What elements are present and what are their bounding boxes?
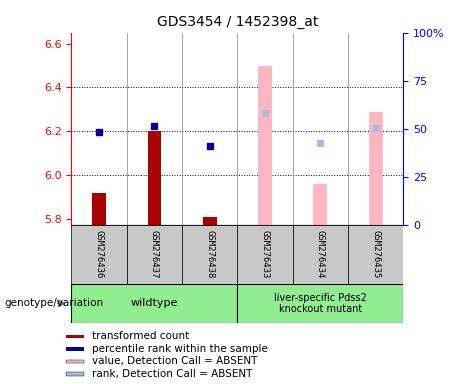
- Text: GSM276436: GSM276436: [95, 230, 104, 278]
- Text: wildtype: wildtype: [131, 298, 178, 308]
- Bar: [293, 225, 348, 284]
- Bar: [127, 225, 182, 284]
- Text: GSM276433: GSM276433: [260, 230, 270, 278]
- Bar: [71, 225, 127, 284]
- Bar: [313, 184, 327, 225]
- Bar: [92, 193, 106, 225]
- Text: genotype/variation: genotype/variation: [5, 298, 104, 308]
- Bar: [258, 66, 272, 225]
- Bar: [66, 335, 84, 338]
- Title: GDS3454 / 1452398_at: GDS3454 / 1452398_at: [157, 15, 318, 29]
- Text: GSM276437: GSM276437: [150, 230, 159, 278]
- Bar: [148, 131, 161, 225]
- Text: value, Detection Call = ABSENT: value, Detection Call = ABSENT: [92, 356, 257, 366]
- Bar: [237, 225, 293, 284]
- Text: liver-specific Pdss2
knockout mutant: liver-specific Pdss2 knockout mutant: [274, 293, 367, 314]
- Bar: [203, 217, 217, 225]
- Text: GSM276438: GSM276438: [205, 230, 214, 278]
- Text: percentile rank within the sample: percentile rank within the sample: [92, 344, 267, 354]
- Bar: [348, 225, 403, 284]
- Text: GSM276434: GSM276434: [316, 230, 325, 278]
- Bar: [237, 284, 403, 323]
- Bar: [66, 372, 84, 376]
- Bar: [369, 112, 383, 225]
- Bar: [66, 360, 84, 363]
- Text: GSM276435: GSM276435: [371, 230, 380, 278]
- Text: transformed count: transformed count: [92, 331, 189, 341]
- Bar: [71, 284, 237, 323]
- Bar: [66, 347, 84, 351]
- Text: rank, Detection Call = ABSENT: rank, Detection Call = ABSENT: [92, 369, 252, 379]
- Bar: [182, 225, 237, 284]
